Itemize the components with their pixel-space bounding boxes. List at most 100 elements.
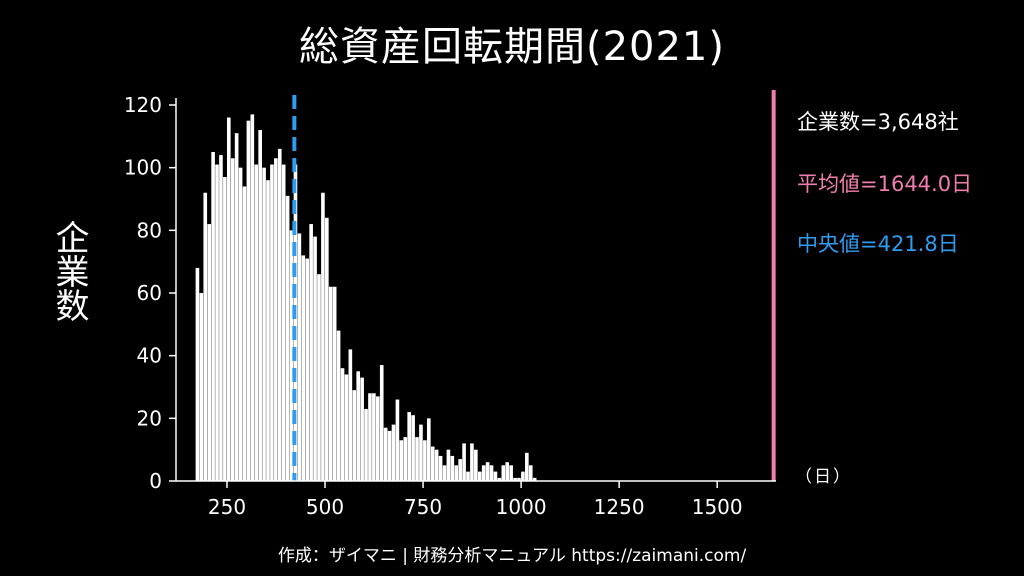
histogram-bar — [301, 255, 306, 481]
histogram-bar — [411, 415, 415, 481]
histogram-bar — [391, 424, 396, 481]
x-tick-label: 750 — [404, 495, 442, 519]
histogram-bar — [528, 465, 533, 481]
histogram-bar — [254, 164, 259, 482]
histogram-bar — [289, 230, 294, 481]
credit-text: 作成：ザイマニ | 財務分析マニュアル https://zaimani.com/ — [277, 546, 747, 566]
histogram-bar — [270, 164, 274, 482]
y-tick-label: 80 — [137, 218, 162, 242]
histogram-bar — [340, 368, 345, 481]
histogram-bar — [211, 152, 215, 481]
histogram-bar — [438, 455, 443, 481]
histogram-bars — [195, 114, 537, 482]
y-tick-label: 100 — [124, 156, 162, 180]
histogram-bar — [376, 396, 380, 481]
y-tick-label: 60 — [137, 281, 162, 305]
y-tick-label: 20 — [137, 406, 162, 430]
histogram-bar — [493, 471, 498, 481]
histogram-bar — [505, 462, 510, 481]
histogram-bar — [207, 224, 211, 482]
histogram-bar — [230, 158, 235, 481]
histogram-bar — [305, 258, 310, 481]
company-count-stat: 企業数=3,648社 — [797, 110, 959, 134]
histogram-bar — [415, 437, 419, 481]
histogram-bar — [195, 267, 200, 481]
histogram-bar — [434, 449, 439, 481]
histogram-bar — [407, 412, 411, 481]
x-axis-unit: （日） — [795, 467, 852, 487]
histogram-bar — [344, 374, 349, 481]
histogram-bar — [226, 117, 231, 482]
histogram-bar — [501, 465, 506, 481]
reference-lines — [292, 90, 776, 481]
histogram-bar — [466, 471, 470, 481]
histogram-bar — [462, 443, 466, 481]
histogram-bar — [368, 393, 372, 481]
histogram-bar — [403, 437, 408, 481]
histogram-bar — [364, 408, 368, 481]
histogram-bar — [203, 192, 208, 481]
histogram-bar — [336, 330, 341, 481]
x-tick-label: 1250 — [594, 495, 645, 519]
histogram-bar — [199, 293, 204, 481]
histogram-bar — [426, 418, 431, 481]
mean-stat: 平均値=1644.0日 — [797, 172, 973, 196]
histogram-bar — [321, 192, 325, 481]
y-tick-label: 120 — [124, 93, 162, 117]
histogram-bar — [532, 477, 537, 481]
histogram-bar — [454, 465, 459, 481]
histogram-bar — [348, 349, 353, 481]
histogram-bar — [234, 133, 239, 481]
histogram-bar — [481, 465, 486, 481]
histogram-bar — [356, 371, 361, 481]
histogram-bar — [442, 465, 447, 481]
y-tick-label: 0 — [149, 469, 162, 493]
x-tick-label: 1000 — [496, 495, 547, 519]
histogram-bar — [474, 449, 478, 481]
histogram-bar — [223, 177, 227, 482]
histogram-bar — [509, 465, 513, 481]
x-tick-label: 500 — [306, 495, 344, 519]
x-tick-label: 1500 — [692, 495, 743, 519]
histogram-bar — [497, 477, 502, 481]
histogram-bar — [458, 459, 462, 481]
histogram-bar — [313, 236, 317, 481]
histogram-bar — [285, 195, 290, 481]
y-axis-label: 企業数 — [49, 220, 89, 322]
histogram-bar — [332, 286, 337, 481]
histogram-bar — [274, 158, 278, 481]
histogram-bar — [525, 452, 529, 481]
histogram-bar — [517, 477, 521, 481]
histogram-bar — [219, 155, 223, 481]
histogram-bar — [399, 440, 404, 481]
histogram-bar — [485, 462, 490, 481]
histogram-bar — [293, 164, 298, 482]
histogram-bar — [387, 430, 392, 481]
median-stat: 中央値=421.8日 — [797, 232, 959, 256]
histogram-bar — [250, 114, 255, 482]
histogram-bar — [489, 465, 494, 481]
histogram-bar — [395, 399, 400, 481]
histogram-bar — [317, 274, 321, 481]
histogram-bar — [246, 120, 251, 482]
axes: 0 20 40 60 80 100 120 250 500 750 1000 1250 1500 — [124, 93, 776, 519]
histogram-bar — [383, 427, 388, 481]
histogram-bar — [325, 217, 329, 482]
histogram-bar — [297, 233, 302, 481]
histogram-bar — [262, 167, 266, 481]
y-tick-label: 40 — [137, 344, 162, 368]
histogram-bar — [446, 449, 451, 481]
x-tick-label: 250 — [208, 495, 246, 519]
chart-title: 総資産回転期間(2021) — [298, 24, 725, 70]
histogram-bar — [372, 393, 376, 481]
histogram-bar — [281, 164, 286, 482]
histogram-bar — [352, 390, 357, 481]
histogram-bar — [379, 365, 384, 481]
histogram-bar — [238, 167, 243, 481]
histogram-bar — [309, 224, 313, 482]
histogram-bar — [419, 424, 423, 481]
histogram-bar — [266, 180, 270, 481]
histogram-bar — [477, 471, 482, 481]
histogram-bar — [521, 471, 525, 481]
